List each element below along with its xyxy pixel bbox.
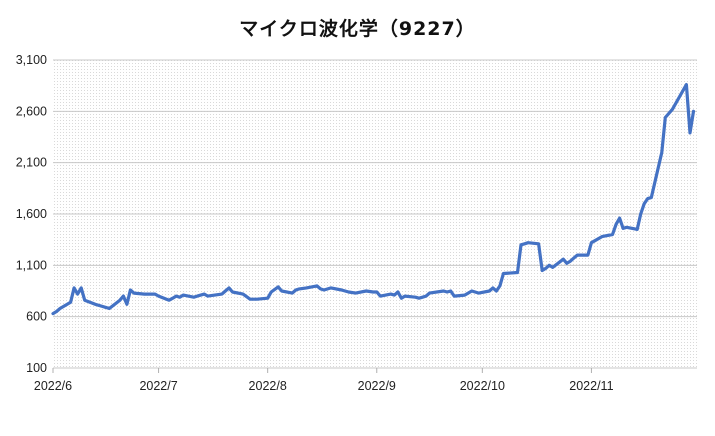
x-axis: 2022/6 2022/7 2022/8 2022/9 2022/10 2022/11 — [34, 368, 614, 393]
x-tick-label: 2022/11 — [569, 379, 613, 393]
y-tick-label: 600 — [26, 310, 47, 324]
y-tick-label: 3,100 — [16, 53, 47, 67]
x-tick-label: 2022/8 — [249, 379, 287, 393]
price-line — [51, 83, 696, 316]
y-axis: 100 600 1,100 1,600 2,100 2,600 3,100 — [16, 53, 47, 375]
x-tick-label: 2022/6 — [34, 379, 72, 393]
y-tick-label: 100 — [26, 361, 47, 375]
x-tick-label: 2022/9 — [358, 379, 396, 393]
y-tick-label: 2,100 — [16, 156, 47, 170]
x-tick-label: 2022/10 — [460, 379, 505, 393]
y-tick-label: 2,600 — [16, 104, 47, 118]
gridlines — [53, 59, 697, 369]
x-tick-label: 2022/7 — [139, 379, 177, 393]
y-tick-label: 1,600 — [16, 207, 47, 221]
y-tick-label: 1,100 — [16, 258, 47, 272]
chart-title: マイクロ波化学（9227） — [239, 18, 476, 40]
